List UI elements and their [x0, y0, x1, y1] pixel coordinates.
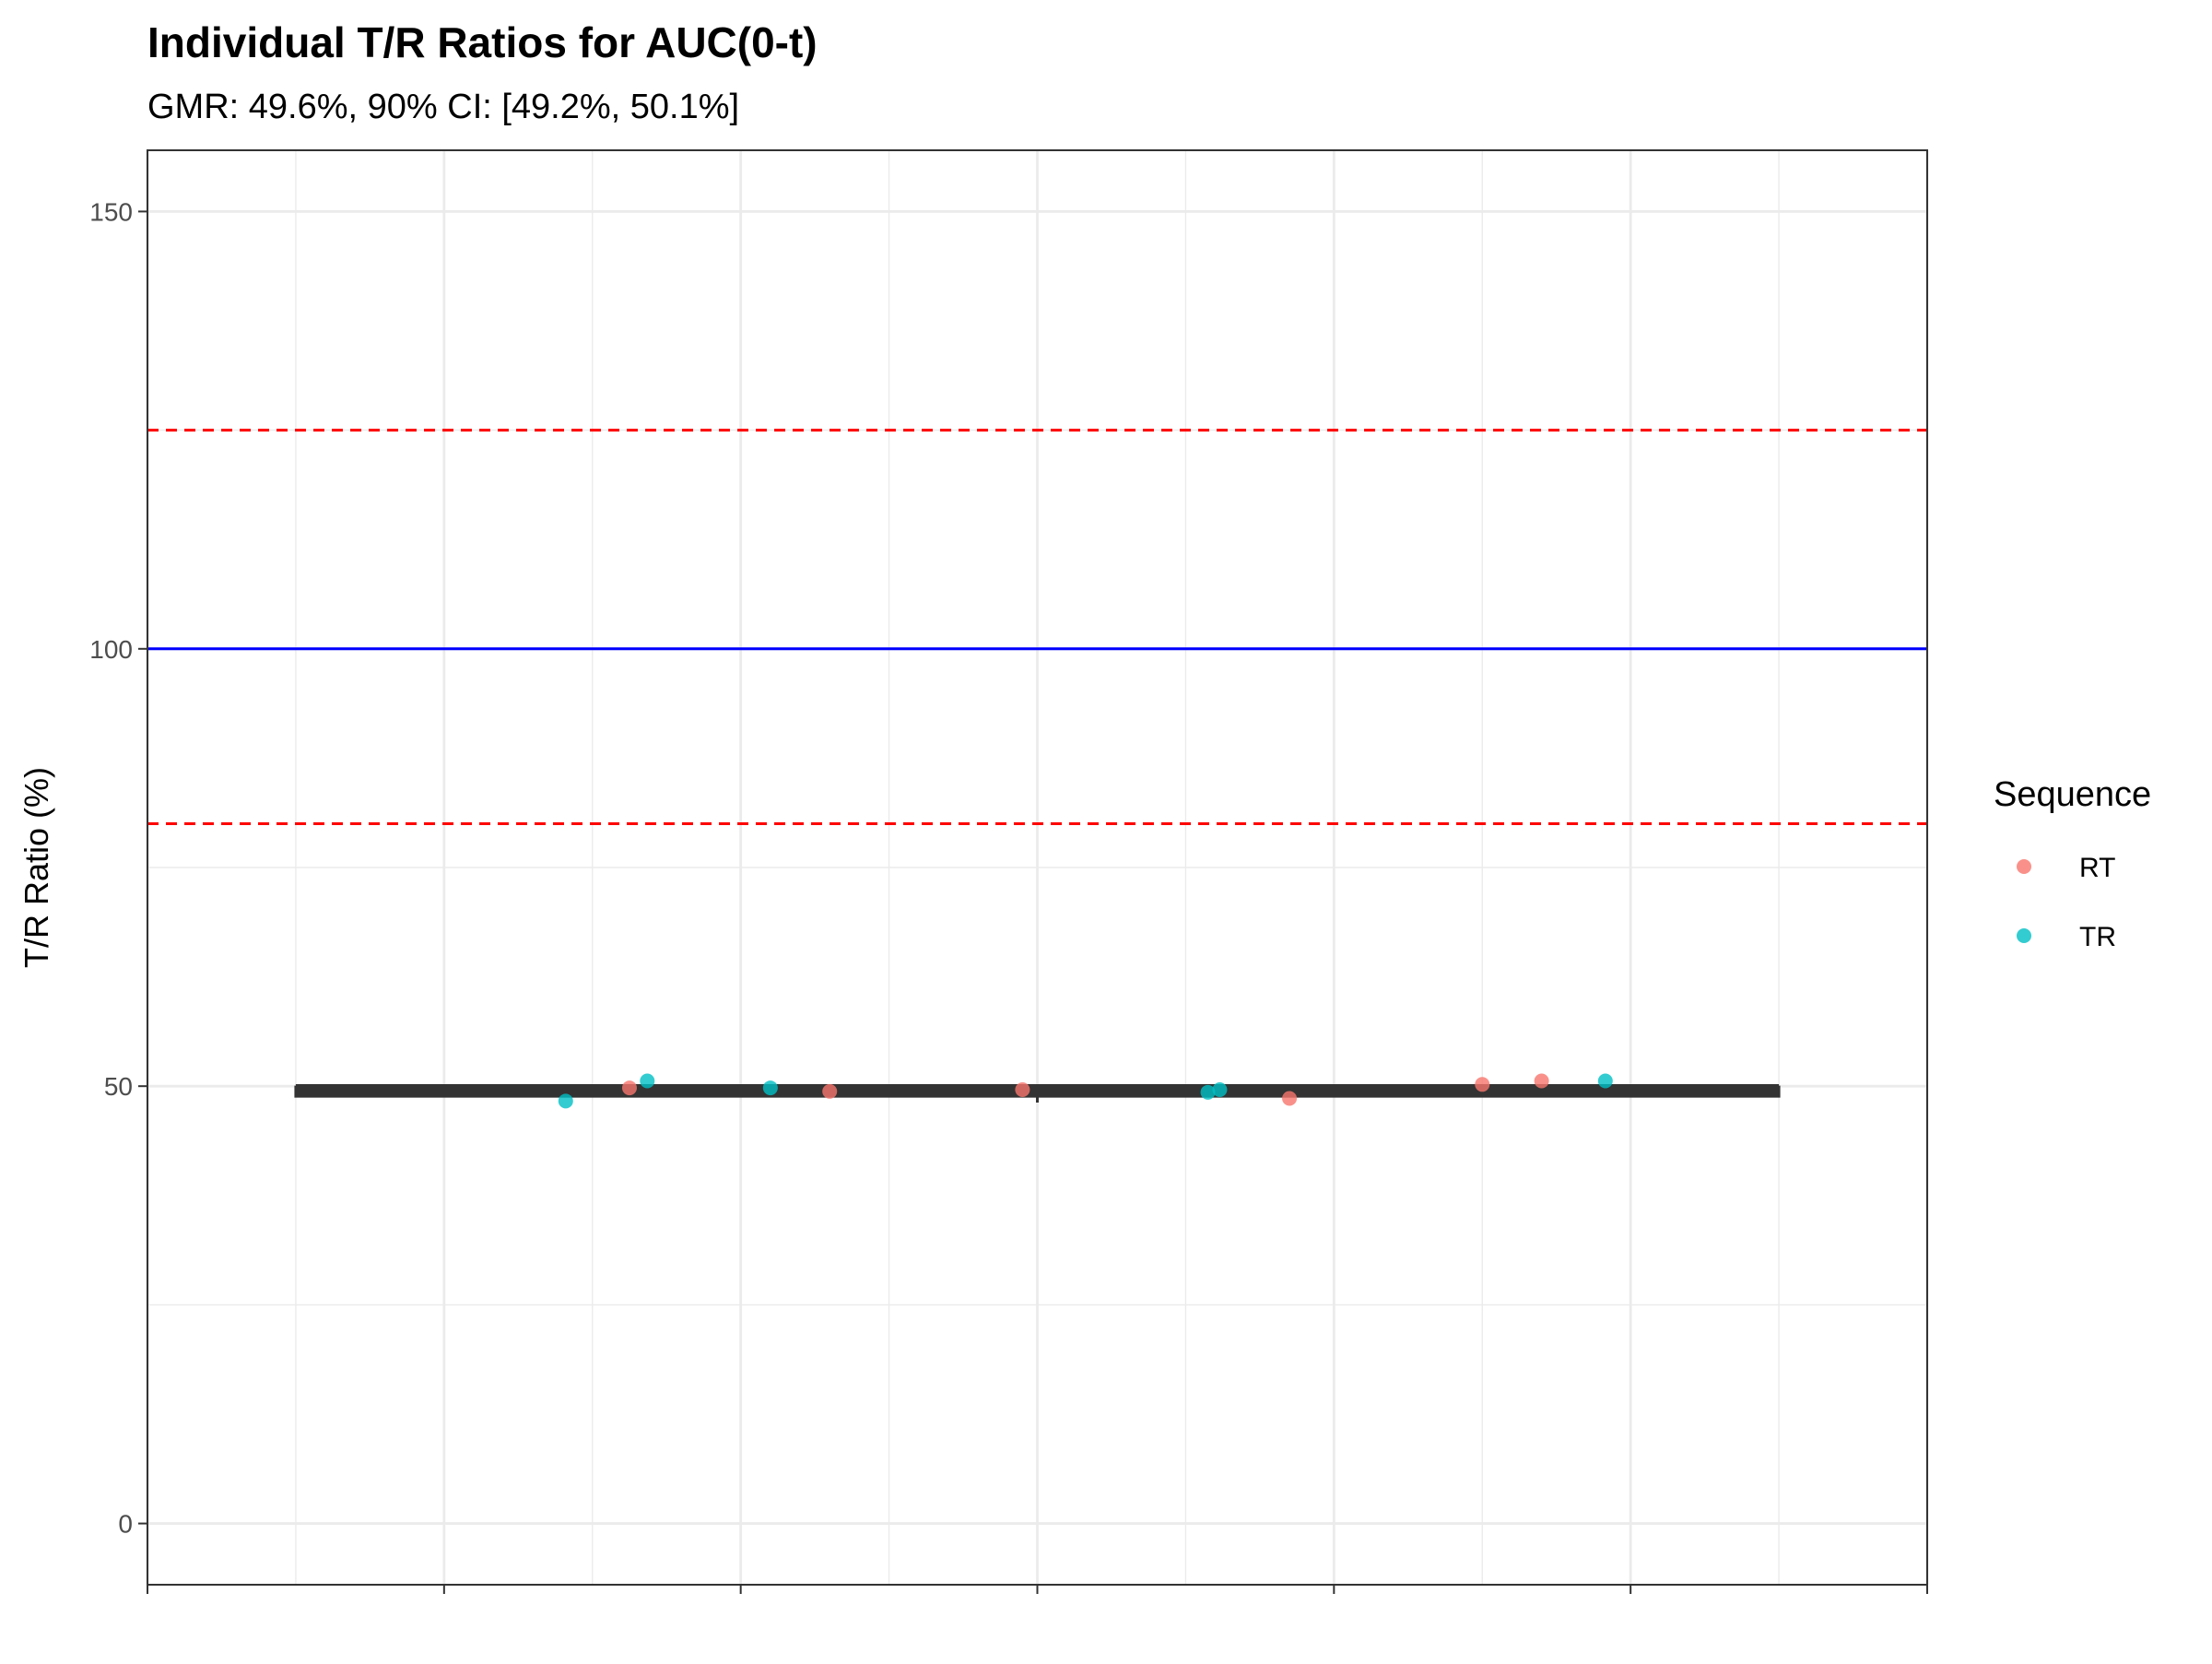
- data-point-tr: [640, 1073, 655, 1089]
- y-tick-label: 0: [118, 1510, 133, 1539]
- legend-key-rt: [2017, 859, 2031, 874]
- legend: Sequence RT TR: [1994, 775, 2151, 952]
- legend-label-rt: RT: [2079, 853, 2115, 883]
- data-point-rt: [1475, 1077, 1490, 1092]
- legend-title: Sequence: [1994, 775, 2151, 814]
- data-point-rt: [1015, 1081, 1030, 1097]
- summary-bar: [294, 1083, 1781, 1103]
- data-point-tr: [762, 1080, 778, 1096]
- y-tick-label: 50: [104, 1072, 133, 1101]
- chart-title: Individual T/R Ratios for AUC(0-t): [147, 18, 818, 66]
- data-point-rt: [621, 1080, 637, 1096]
- data-point-tr: [1597, 1073, 1613, 1089]
- data-point-rt: [822, 1083, 838, 1099]
- data-point-tr: [558, 1093, 573, 1109]
- y-axis: 0 50 100 150: [89, 197, 147, 1539]
- data-points: [558, 1073, 1613, 1109]
- chart-subtitle: GMR: 49.6%, 90% CI: [49.2%, 50.1%]: [147, 88, 739, 126]
- legend-key-tr: [2017, 928, 2031, 943]
- data-point-tr: [1212, 1081, 1228, 1097]
- legend-label-tr: TR: [2079, 922, 2116, 952]
- data-point-rt: [1534, 1073, 1549, 1089]
- y-axis-title: T/R Ratio (%): [18, 767, 55, 968]
- y-tick-label: 100: [89, 635, 133, 664]
- data-point-tr: [1200, 1084, 1216, 1100]
- data-point-rt: [1282, 1091, 1298, 1106]
- reference-lines: [147, 429, 1927, 826]
- y-tick-label: 150: [89, 197, 133, 226]
- x-axis: [147, 1585, 1928, 1594]
